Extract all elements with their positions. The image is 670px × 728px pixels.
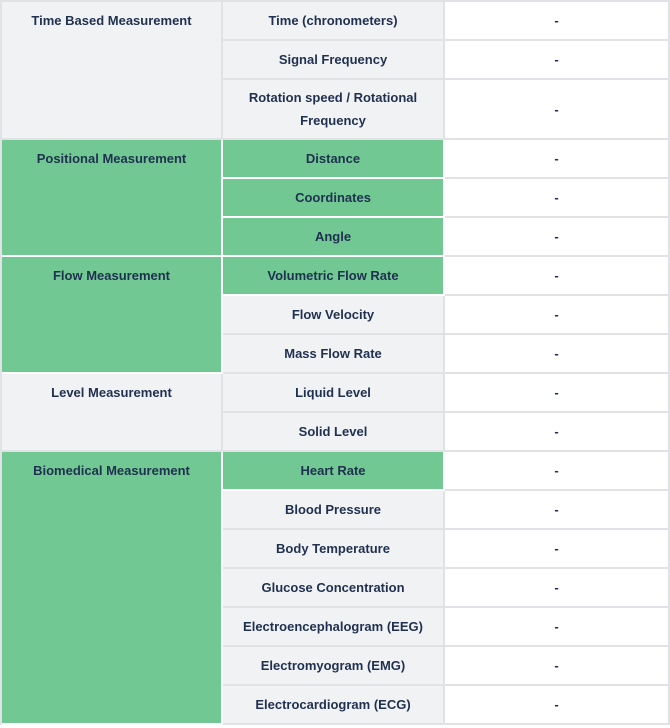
measurement-cell: Heart Rate bbox=[223, 452, 445, 491]
value-cell: - bbox=[445, 452, 670, 491]
value-cell: - bbox=[445, 569, 670, 608]
table-row: Electroencephalogram (EEG) - bbox=[2, 608, 670, 647]
measurement-cell: Electroencephalogram (EEG) bbox=[223, 608, 445, 647]
table-row: Solid Level - bbox=[2, 413, 670, 452]
measurement-cell: Glucose Concentration bbox=[223, 569, 445, 608]
table-row: Body Temperature - bbox=[2, 530, 670, 569]
value-cell: - bbox=[445, 179, 670, 218]
table-row: Rotation speed / Rotational Frequency - bbox=[2, 80, 670, 140]
measurement-cell: Liquid Level bbox=[223, 374, 445, 413]
table-row: Electromyogram (EMG) - bbox=[2, 647, 670, 686]
value-cell: - bbox=[445, 374, 670, 413]
value-cell: - bbox=[445, 140, 670, 179]
value-cell: - bbox=[445, 413, 670, 452]
table-row: Flow Velocity - bbox=[2, 296, 670, 335]
measurement-cell: Rotation speed / Rotational Frequency bbox=[223, 80, 445, 140]
measurement-cell: Electrocardiogram (ECG) bbox=[223, 686, 445, 725]
category-cell: Biomedical Measurement bbox=[2, 452, 223, 725]
value-cell: - bbox=[445, 608, 670, 647]
measurement-cell: Distance bbox=[223, 140, 445, 179]
table-row: Positional Measurement Distance - bbox=[2, 140, 670, 257]
measurement-cell: Blood Pressure bbox=[223, 491, 445, 530]
measurement-cell: Mass Flow Rate bbox=[223, 335, 445, 374]
measurement-cell: Electromyogram (EMG) bbox=[223, 647, 445, 686]
value-cell: - bbox=[445, 80, 670, 140]
table-row: Angle - bbox=[2, 218, 670, 257]
table-row: Level Measurement Liquid Level - bbox=[2, 374, 670, 452]
category-cell: Time Based Measurement bbox=[2, 2, 223, 140]
value-cell: - bbox=[445, 647, 670, 686]
category-cell: Level Measurement bbox=[2, 374, 223, 452]
table-row: Time Based Measurement Time (chronometers… bbox=[2, 2, 670, 140]
category-cell: Flow Measurement bbox=[2, 257, 223, 374]
measurement-cell: Volumetric Flow Rate bbox=[223, 257, 445, 296]
value-cell: - bbox=[445, 2, 670, 41]
value-cell: - bbox=[445, 257, 670, 296]
measurement-cell: Solid Level bbox=[223, 413, 445, 452]
table-row: Mass Flow Rate - bbox=[2, 335, 670, 374]
measurement-cell: Time (chronometers) bbox=[223, 2, 445, 41]
measurement-cell: Body Temperature bbox=[223, 530, 445, 569]
value-cell: - bbox=[445, 41, 670, 80]
value-cell: - bbox=[445, 296, 670, 335]
table-row: Signal Frequency - bbox=[2, 41, 670, 80]
measurement-cell: Signal Frequency bbox=[223, 41, 445, 80]
category-cell: Positional Measurement bbox=[2, 140, 223, 257]
table-row: Electrocardiogram (ECG) - bbox=[2, 686, 670, 725]
measurement-cell: Angle bbox=[223, 218, 445, 257]
value-cell: - bbox=[445, 218, 670, 257]
measurement-cell: Coordinates bbox=[223, 179, 445, 218]
table-row: Coordinates - bbox=[2, 179, 670, 218]
value-cell: - bbox=[445, 686, 670, 725]
table-row: Biomedical Measurement Heart Rate - bbox=[2, 452, 670, 725]
table-row: Glucose Concentration - bbox=[2, 569, 670, 608]
table-row: Blood Pressure - bbox=[2, 491, 670, 530]
value-cell: - bbox=[445, 530, 670, 569]
measurement-cell: Flow Velocity bbox=[223, 296, 445, 335]
value-cell: - bbox=[445, 491, 670, 530]
table-row: Flow Measurement Volumetric Flow Rate - bbox=[2, 257, 670, 374]
value-cell: - bbox=[445, 335, 670, 374]
